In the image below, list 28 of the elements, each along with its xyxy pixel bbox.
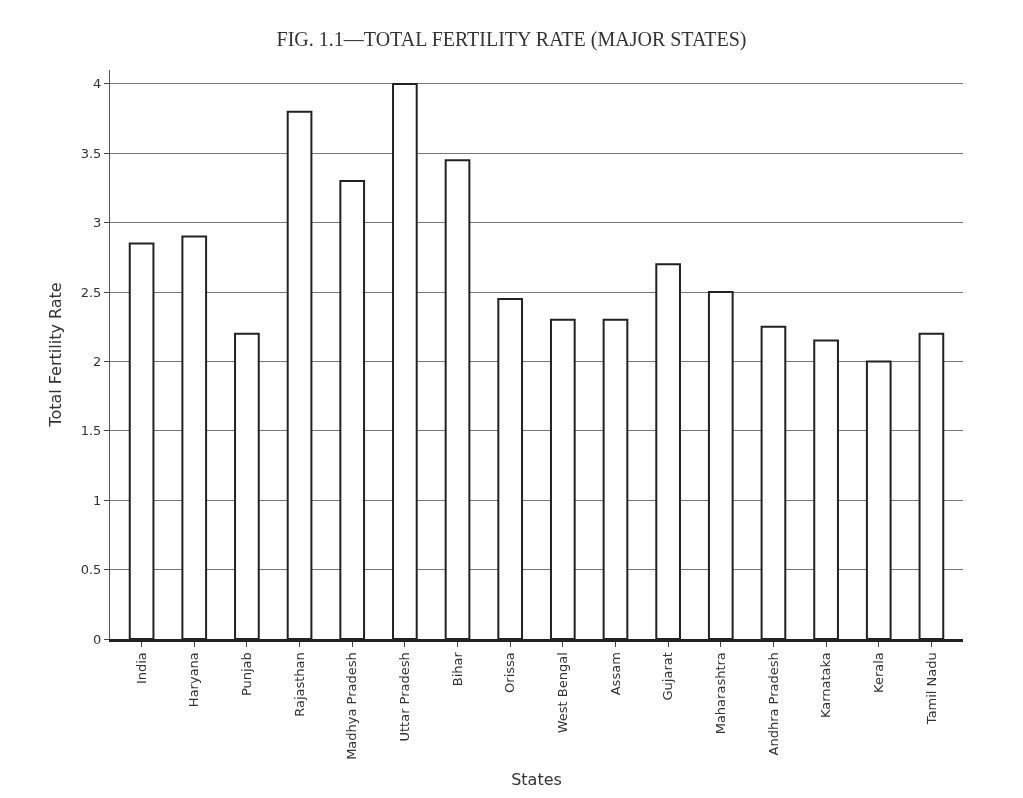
- x-tick-label: Karnataka: [818, 652, 834, 719]
- x-tick-label: Orissa: [502, 652, 518, 693]
- x-tick-label: Punjab: [239, 652, 255, 697]
- x-tick-label: Haryana: [186, 652, 202, 708]
- x-tick-label: Gujarat: [660, 652, 676, 701]
- y-tick-label: 3: [93, 215, 102, 231]
- chart-title: FIG. 1.1—TOTAL FERTILITY RATE (MAJOR STATES): [276, 27, 747, 51]
- y-tick-label: 0: [93, 631, 102, 647]
- x-tick-label: West Bengal: [555, 652, 571, 734]
- y-tick-label: 1.5: [80, 423, 102, 439]
- x-tick-label: Kerala: [870, 652, 886, 693]
- x-axis-title: States: [511, 769, 562, 789]
- y-tick-label: 4: [93, 76, 102, 92]
- y-tick-label: 0.5: [80, 562, 102, 578]
- x-tick-label: Maharashtra: [713, 652, 729, 735]
- x-tick-label: Bihar: [449, 651, 465, 687]
- x-tick-label: Madhya Pradesh: [344, 652, 360, 760]
- x-tick-label: Rajasthan: [291, 652, 307, 717]
- x-tick-label: Assam: [607, 652, 623, 696]
- x-tick-label: Andhra Pradesh: [765, 652, 781, 756]
- x-tick-label: Tamil Nadu: [923, 652, 939, 726]
- x-tick-label: India: [133, 652, 149, 685]
- y-axis-title: Total Fertility Rate: [45, 282, 65, 428]
- y-tick-label: 3.5: [80, 145, 102, 161]
- y-tick-label: 2: [93, 353, 102, 369]
- y-tick-label: 2.5: [80, 284, 102, 300]
- x-tick-label: Uttar Pradesh: [397, 652, 413, 742]
- y-tick-label: 1: [93, 492, 102, 508]
